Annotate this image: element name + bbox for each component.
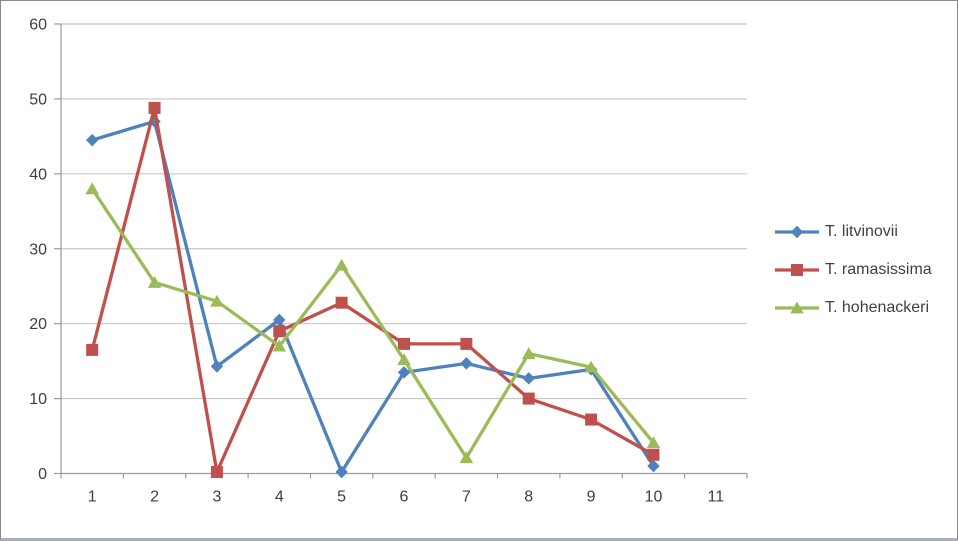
data-point-t-hohenackeri-x1[interactable] bbox=[85, 182, 99, 195]
series-t-ramasissima bbox=[86, 101, 660, 479]
series-line-t-litvinovii[interactable] bbox=[90, 119, 656, 476]
x-tick-label-3: 3 bbox=[212, 489, 221, 506]
square-marker-icon bbox=[775, 264, 819, 276]
data-point-t-ramasissima-x3[interactable] bbox=[210, 466, 223, 479]
y-tick-label-50: 50 bbox=[29, 91, 47, 108]
data-point-t-ramasissima-x10[interactable] bbox=[647, 448, 660, 461]
data-point-t-hohenackeri-x5[interactable] bbox=[334, 258, 349, 271]
data-point-t-litvinovii-x8[interactable] bbox=[522, 372, 535, 385]
data-point-t-litvinovii-x1[interactable] bbox=[85, 133, 99, 147]
data-point-t-ramasissima-x1[interactable] bbox=[86, 343, 99, 356]
data-point-t-ramasissima-x4[interactable] bbox=[273, 325, 286, 338]
legend-item-t-hohenackeri[interactable]: T. hohenackeri bbox=[773, 289, 932, 327]
y-tick-label-40: 40 bbox=[29, 166, 47, 183]
x-tick-label-7: 7 bbox=[462, 489, 471, 506]
legend-item-t-litvinovii[interactable]: T. litvinovii bbox=[773, 213, 932, 251]
x-tick-label-9: 9 bbox=[587, 489, 596, 506]
data-point-t-hohenackeri-x6[interactable] bbox=[397, 353, 411, 366]
data-point-t-ramasissima-x9[interactable] bbox=[585, 413, 598, 426]
legend-diamond-glyph bbox=[790, 225, 804, 239]
x-tick-label-1: 1 bbox=[88, 489, 97, 506]
data-point-t-ramasissima-x2[interactable] bbox=[148, 101, 161, 114]
data-point-t-hohenackeri-x2[interactable] bbox=[147, 275, 162, 288]
legend: T. litvinovii T. ramasissima T. hohenack… bbox=[773, 213, 932, 327]
data-point-t-hohenackeri-x10[interactable] bbox=[646, 436, 661, 449]
x-tick-label-4: 4 bbox=[275, 489, 284, 506]
y-tick-label-20: 20 bbox=[29, 316, 47, 333]
x-tick-label-6: 6 bbox=[400, 489, 409, 506]
data-point-t-litvinovii-x5[interactable] bbox=[335, 465, 348, 479]
data-point-t-ramasissima-x6[interactable] bbox=[398, 337, 410, 350]
x-tick-label-11: 11 bbox=[708, 489, 725, 506]
data-point-t-hohenackeri-x3[interactable] bbox=[210, 294, 224, 307]
series-t-hohenackeri bbox=[85, 182, 661, 464]
x-tick-label-8: 8 bbox=[524, 489, 533, 506]
data-point-t-ramasissima-x5[interactable] bbox=[335, 296, 348, 309]
y-tick-label-30: 30 bbox=[29, 241, 47, 258]
x-tick-label-2: 2 bbox=[150, 489, 159, 506]
series-line-t-hohenackeri[interactable] bbox=[90, 187, 656, 461]
x-tick-label-5: 5 bbox=[337, 489, 346, 506]
y-tick-label-10: 10 bbox=[29, 391, 47, 408]
legend-triangle-glyph bbox=[790, 301, 804, 314]
data-point-t-hohenackeri-x9[interactable] bbox=[584, 360, 598, 373]
data-point-t-litvinovii-x4[interactable] bbox=[273, 313, 286, 327]
triangle-marker-icon bbox=[775, 301, 819, 314]
y-tick-label-0: 0 bbox=[38, 466, 47, 483]
legend-label: T. ramasissima bbox=[825, 261, 932, 278]
data-point-t-litvinovii-x6[interactable] bbox=[397, 366, 411, 379]
data-point-t-litvinovii-x10[interactable] bbox=[647, 459, 660, 473]
data-point-t-ramasissima-x8[interactable] bbox=[522, 392, 535, 405]
data-point-t-hohenackeri-x7[interactable] bbox=[459, 451, 474, 464]
data-point-t-litvinovii-x7[interactable] bbox=[460, 357, 473, 370]
diamond-marker-icon bbox=[775, 225, 819, 239]
x-tick-label-10: 10 bbox=[645, 489, 663, 506]
legend-label: T. hohenackeri bbox=[825, 299, 930, 316]
y-tick-label-60: 60 bbox=[29, 17, 47, 34]
legend-item-t-ramasissima[interactable]: T. ramasissima bbox=[773, 251, 932, 289]
legend-label: T. litvinovii bbox=[825, 223, 898, 240]
series-line-t-ramasissima[interactable] bbox=[90, 107, 656, 478]
series-t-litvinovii bbox=[85, 115, 660, 479]
data-point-t-hohenackeri-x4[interactable] bbox=[272, 339, 287, 352]
data-point-t-hohenackeri-x8[interactable] bbox=[521, 347, 536, 360]
legend-square-glyph bbox=[791, 264, 803, 276]
data-point-t-ramasissima-x7[interactable] bbox=[460, 337, 473, 350]
data-point-t-litvinovii-x3[interactable] bbox=[210, 360, 224, 373]
